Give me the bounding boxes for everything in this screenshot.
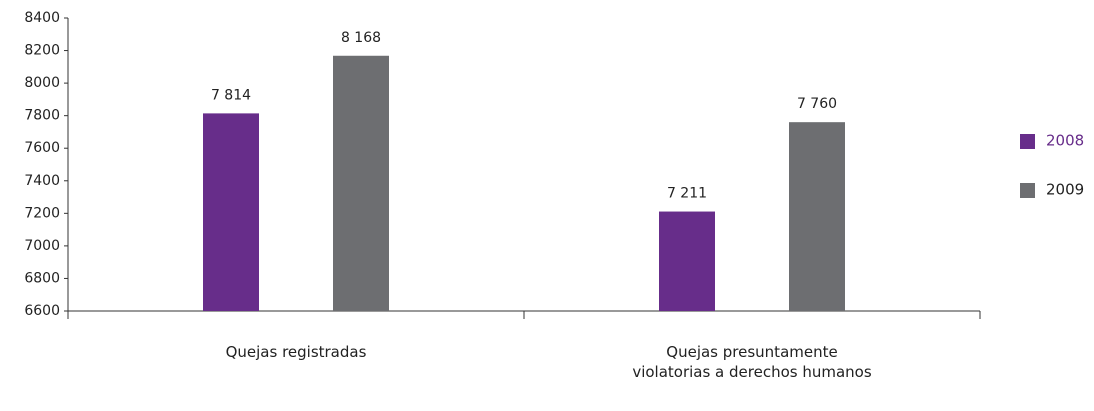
x-tick-label: Quejas presuntamente violatorias a derec…	[632, 343, 872, 381]
bar	[789, 122, 845, 311]
bar	[203, 113, 259, 311]
value-label: 7 211	[667, 186, 707, 202]
bar	[659, 211, 715, 311]
legend-label: 2008	[1046, 132, 1084, 150]
value-label: 7 760	[797, 96, 837, 112]
value-label: 8 168	[341, 30, 381, 46]
value-label: 7 814	[211, 87, 251, 103]
y-tick-label: 7400	[24, 173, 60, 189]
x-tick-label: Quejas registradas	[225, 343, 367, 361]
y-tick-label: 8400	[24, 10, 60, 26]
y-tick-label: 6800	[24, 270, 60, 286]
legend-swatch	[1020, 183, 1035, 198]
y-tick-label: 7200	[24, 205, 60, 221]
y-tick-label: 7800	[24, 108, 60, 124]
y-tick-label: 8000	[24, 75, 60, 91]
legend-label: 2009	[1046, 181, 1084, 199]
legend-swatch	[1020, 134, 1035, 149]
y-tick-label: 7600	[24, 140, 60, 156]
y-tick-label: 7000	[24, 238, 60, 254]
y-tick-label: 8200	[24, 43, 60, 59]
y-tick-label: 6600	[24, 303, 60, 319]
bar	[333, 55, 389, 311]
